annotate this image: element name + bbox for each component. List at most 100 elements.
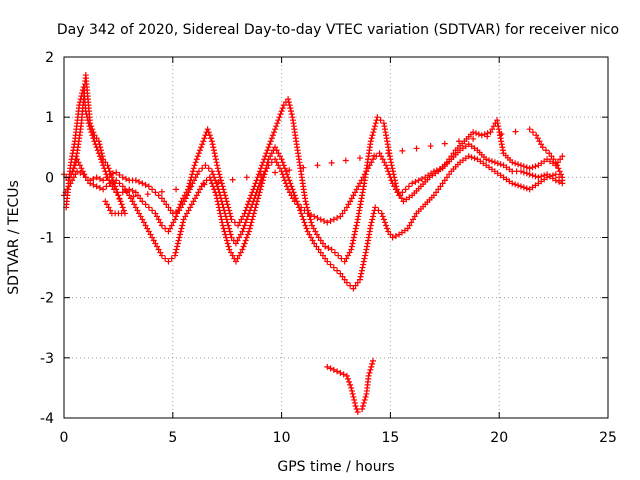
data-point — [354, 219, 361, 226]
data-point — [105, 204, 112, 211]
y-tick-label: -3 — [40, 351, 54, 367]
data-point — [289, 186, 296, 193]
data-point — [116, 180, 123, 187]
data-point — [387, 156, 394, 163]
data-point — [198, 144, 205, 151]
data-point — [199, 165, 206, 172]
data-point — [384, 165, 391, 172]
data-point — [393, 186, 400, 193]
data-point — [132, 204, 139, 211]
data-point — [190, 165, 197, 172]
data-point — [532, 173, 539, 180]
data-point — [113, 169, 120, 176]
data-point — [307, 234, 314, 241]
data-point — [362, 249, 369, 256]
data-point — [229, 176, 236, 183]
data-point — [239, 246, 246, 253]
data-point — [172, 249, 179, 256]
data-point — [288, 108, 295, 115]
data-point — [113, 186, 120, 193]
data-point — [251, 207, 258, 214]
x-tick-label: 5 — [168, 430, 177, 446]
data-point — [556, 168, 563, 175]
data-point — [239, 228, 246, 235]
data-point — [106, 168, 113, 175]
data-point — [69, 168, 76, 175]
data-point — [205, 165, 212, 172]
data-point — [129, 198, 136, 205]
data-point — [555, 165, 562, 172]
data-point — [350, 393, 357, 400]
data-point — [174, 210, 181, 217]
data-point — [557, 171, 564, 178]
data-point — [365, 372, 372, 379]
data-point — [362, 393, 369, 400]
data-point — [418, 175, 425, 182]
data-point — [213, 195, 220, 202]
data-point — [208, 138, 215, 145]
data-point — [548, 153, 555, 160]
data-point — [100, 177, 107, 184]
data-point — [368, 219, 375, 226]
data-point — [192, 195, 199, 202]
data-point — [378, 210, 385, 217]
data-point — [353, 222, 360, 229]
data-point — [346, 378, 353, 385]
data-point — [286, 177, 293, 184]
data-point — [142, 201, 149, 208]
data-point — [77, 169, 84, 176]
data-point — [305, 210, 312, 217]
data-point — [552, 177, 559, 184]
data-point — [512, 181, 519, 188]
data-point — [188, 201, 195, 208]
data-point — [391, 177, 398, 184]
data-point — [145, 183, 152, 190]
data-point — [354, 279, 361, 286]
data-point — [158, 252, 165, 259]
data-point — [546, 173, 553, 180]
data-point — [487, 129, 494, 136]
data-point — [114, 189, 121, 196]
data-point — [220, 186, 227, 193]
data-point — [259, 177, 266, 184]
data-point — [324, 363, 331, 370]
data-point — [158, 195, 165, 202]
data-point — [201, 135, 208, 142]
data-point — [325, 245, 332, 252]
data-point — [358, 267, 365, 274]
data-point — [188, 174, 195, 181]
data-point — [314, 214, 321, 221]
data-point — [197, 186, 203, 193]
data-point — [290, 189, 297, 196]
y-tick-label: 0 — [45, 170, 54, 186]
series-track-3 — [63, 84, 566, 265]
data-point — [139, 216, 146, 223]
data-point — [285, 96, 292, 103]
data-point — [359, 402, 366, 409]
data-point — [248, 192, 255, 199]
data-point — [93, 174, 100, 181]
data-point — [123, 187, 130, 194]
data-point — [237, 249, 244, 256]
data-point — [413, 145, 420, 152]
data-point — [328, 246, 335, 253]
data-point — [187, 204, 194, 211]
data-point — [515, 161, 522, 168]
data-point — [370, 210, 377, 217]
x-tick-label: 15 — [381, 430, 399, 446]
data-point — [282, 168, 289, 175]
data-point — [309, 222, 316, 229]
data-point — [120, 207, 127, 214]
data-point — [385, 150, 392, 157]
data-point — [341, 207, 348, 214]
data-point — [223, 237, 230, 244]
data-point — [96, 184, 103, 191]
data-point — [306, 213, 313, 220]
data-point — [193, 156, 200, 163]
data-point — [550, 156, 557, 163]
data-point — [334, 368, 341, 375]
data-point — [378, 153, 385, 160]
data-point — [275, 150, 282, 157]
data-point — [371, 123, 378, 130]
data-point — [221, 189, 228, 196]
